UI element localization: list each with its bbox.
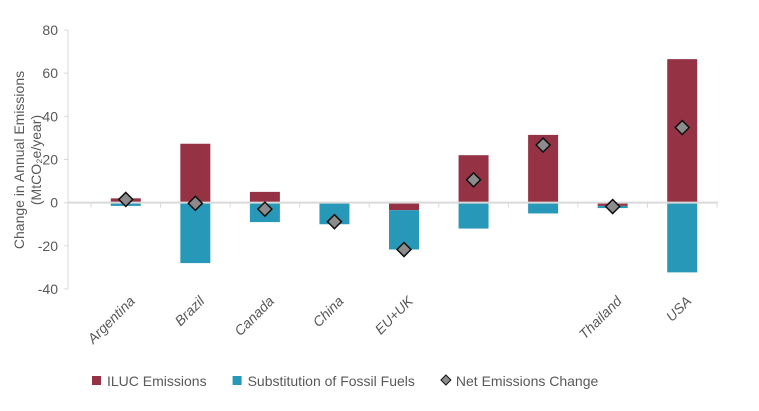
legend-label: Net Emissions Change <box>456 373 599 389</box>
y-tick-label: 20 <box>42 152 58 168</box>
x-tick-label: Brazil <box>171 292 208 329</box>
legend-label: Substitution of Fossil Fuels <box>248 373 415 389</box>
net-emissions-marker <box>465 171 482 188</box>
net-emissions-marker <box>117 191 134 208</box>
net-emissions-marker <box>604 198 621 215</box>
legend-label: ILUC Emissions <box>107 373 207 389</box>
bar-iluc-emissions <box>249 191 280 203</box>
y-tick-label: 80 <box>42 22 58 38</box>
x-tick-label: China <box>309 293 346 330</box>
legend-swatch <box>232 376 242 385</box>
x-tick-label: Canada <box>231 293 277 339</box>
x-tick-label: Argentina <box>83 293 138 348</box>
y-axis-label-line2: (MtCO₂e/year) <box>28 115 44 205</box>
net-emissions-marker <box>187 195 204 212</box>
x-tick-label: Thailand <box>576 292 626 342</box>
net-emissions-marker <box>256 201 273 218</box>
y-tick-label: 40 <box>42 108 58 124</box>
bar-substitution-of-fossil-fuels <box>319 202 350 225</box>
net-emissions-marker <box>535 136 552 154</box>
bar-iluc-emissions <box>389 202 419 211</box>
net-emissions-marker <box>395 241 413 258</box>
y-axis-label-line1: Change in Annual Emissions <box>11 71 27 249</box>
y-tick-label: 0 <box>50 195 58 211</box>
net-emissions-marker <box>326 213 343 230</box>
y-tick-label: -20 <box>38 238 58 254</box>
bar-substitution-of-fossil-fuels <box>180 202 211 264</box>
y-axis-label: Change in Annual Emissions (MtCO₂e/year) <box>11 71 44 249</box>
bar-substitution-of-fossil-fuels <box>667 202 698 273</box>
y-tick-label: 60 <box>42 65 58 81</box>
bar-substitution-of-fossil-fuels <box>528 202 559 214</box>
legend-marker <box>440 374 452 386</box>
y-tick-label: -40 <box>38 281 58 297</box>
x-tick-label: EU+UK <box>372 292 417 337</box>
net-emissions-marker <box>674 119 691 136</box>
bar-substitution-of-fossil-fuels <box>458 202 489 229</box>
x-tick-label: USA <box>663 293 695 325</box>
legend-swatch <box>92 376 101 385</box>
bar-iluc-emissions <box>180 143 211 203</box>
